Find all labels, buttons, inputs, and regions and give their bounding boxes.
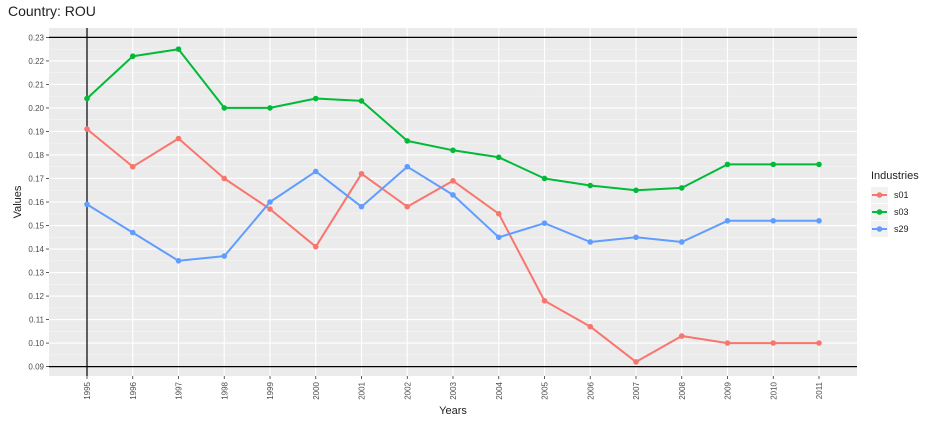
data-point-s29: [633, 234, 639, 241]
x-tick-label: 1995: [83, 381, 92, 399]
y-tick-label: 0.13: [28, 269, 44, 278]
data-point-s29: [724, 218, 731, 224]
y-tick-label: 0.21: [28, 80, 44, 89]
chart-title: Country: ROU: [8, 3, 96, 19]
data-point-s29: [450, 192, 456, 198]
data-point-s29: [175, 257, 182, 264]
y-tick-label: 0.19: [28, 127, 44, 136]
major-gridlines: [49, 28, 857, 376]
x-tick-label: 2011: [815, 381, 824, 399]
data-point-s01: [312, 243, 319, 250]
data-point-s03: [175, 46, 182, 52]
x-tick-label: 2009: [724, 381, 733, 399]
data-point-s01: [495, 210, 502, 217]
data-point-s29: [358, 203, 365, 210]
legend-key-point: [876, 226, 883, 232]
y-tick-label: 0.16: [28, 198, 44, 207]
x-tick-label: 1996: [129, 381, 138, 399]
data-point-s03: [358, 98, 365, 104]
data-point-s29: [221, 253, 228, 259]
data-point-s29: [129, 229, 136, 236]
data-point-s29: [312, 168, 319, 175]
y-tick-label: 0.20: [28, 104, 44, 113]
data-point-s29: [587, 239, 594, 245]
x-tick-label: 2005: [541, 381, 550, 399]
x-axis-title: Years: [439, 405, 467, 417]
legend-title: Industries: [871, 170, 919, 182]
data-point-s03: [267, 105, 273, 111]
data-point-s03: [816, 161, 822, 168]
y-tick-label: 0.10: [28, 339, 44, 348]
data-point-s29: [678, 239, 685, 245]
data-point-s29: [84, 201, 90, 208]
data-point-s01: [450, 178, 456, 184]
data-point-s01: [541, 297, 548, 304]
data-point-s03: [450, 147, 456, 154]
data-point-s03: [312, 95, 319, 102]
y-axis-title: Values: [12, 185, 24, 218]
data-point-s29: [770, 218, 777, 224]
data-point-s03: [587, 182, 594, 189]
data-point-s01: [724, 340, 731, 346]
data-point-s01: [633, 359, 639, 365]
y-tick-label: 0.15: [28, 222, 44, 231]
data-point-s29: [541, 220, 548, 226]
y-tick-label: 0.09: [28, 363, 44, 372]
x-tick-label: 2008: [678, 381, 687, 399]
data-point-s01: [221, 175, 228, 182]
data-point-s29: [816, 218, 822, 224]
data-point-s03: [633, 187, 639, 194]
y-tick-label: 0.11: [29, 316, 45, 325]
data-point-s01: [678, 333, 685, 339]
legend-key-point: [876, 209, 883, 215]
x-tick-label: 2003: [449, 381, 458, 399]
data-point-s03: [221, 105, 228, 111]
data-point-s03: [770, 161, 777, 168]
x-tick-label: 1999: [266, 381, 275, 399]
x-tick-label: 2002: [403, 381, 412, 399]
series-layer: [84, 46, 822, 365]
y-axis-ticks: 0.09 0.10 0.11 0.12 0.13 0.14 0.15 0.16 0.17 0.18…: [28, 33, 49, 372]
x-tick-label: 2000: [312, 381, 321, 399]
x-tick-label: 1997: [175, 381, 184, 399]
data-point-s29: [267, 199, 273, 205]
x-tick-label: 1998: [220, 381, 229, 399]
data-point-s03: [404, 138, 411, 144]
data-point-s03: [495, 154, 502, 161]
data-point-s01: [404, 203, 411, 210]
y-tick-label: 0.22: [28, 57, 44, 66]
data-point-s03: [724, 161, 731, 168]
data-point-s29: [404, 163, 411, 170]
data-point-s01: [816, 340, 822, 346]
y-tick-label: 0.18: [28, 151, 44, 160]
x-tick-label: 2010: [769, 381, 778, 399]
data-point-s03: [129, 53, 136, 60]
x-tick-label: 2004: [495, 381, 504, 399]
data-point-s01: [84, 126, 90, 132]
legend: Industries s01 s03 s29: [871, 170, 919, 237]
data-point-s01: [175, 135, 182, 142]
data-point-s03: [541, 175, 548, 182]
data-point-s03: [678, 185, 685, 191]
legend-label-s29: s29: [894, 224, 909, 234]
data-point-s01: [358, 170, 365, 177]
x-tick-label: 2007: [632, 381, 641, 399]
y-tick-label: 0.12: [28, 292, 44, 301]
y-tick-label: 0.14: [28, 245, 44, 254]
data-point-s01: [770, 340, 777, 346]
data-point-s29: [495, 234, 502, 241]
x-tick-label: 2001: [358, 381, 367, 399]
y-tick-label: 0.23: [28, 33, 44, 42]
data-point-s03: [84, 95, 90, 102]
legend-key-point: [876, 192, 883, 198]
legend-label-s01: s01: [894, 190, 909, 200]
legend-label-s03: s03: [894, 207, 909, 217]
data-point-s01: [267, 206, 273, 212]
y-tick-label: 0.17: [28, 174, 44, 183]
x-tick-label: 2006: [586, 381, 595, 399]
data-point-s01: [129, 163, 136, 170]
x-axis-ticks: 1995 1996 1997 1998 1999 2000 2001 2002 2003 2004…: [83, 376, 824, 400]
data-point-s01: [587, 323, 594, 330]
